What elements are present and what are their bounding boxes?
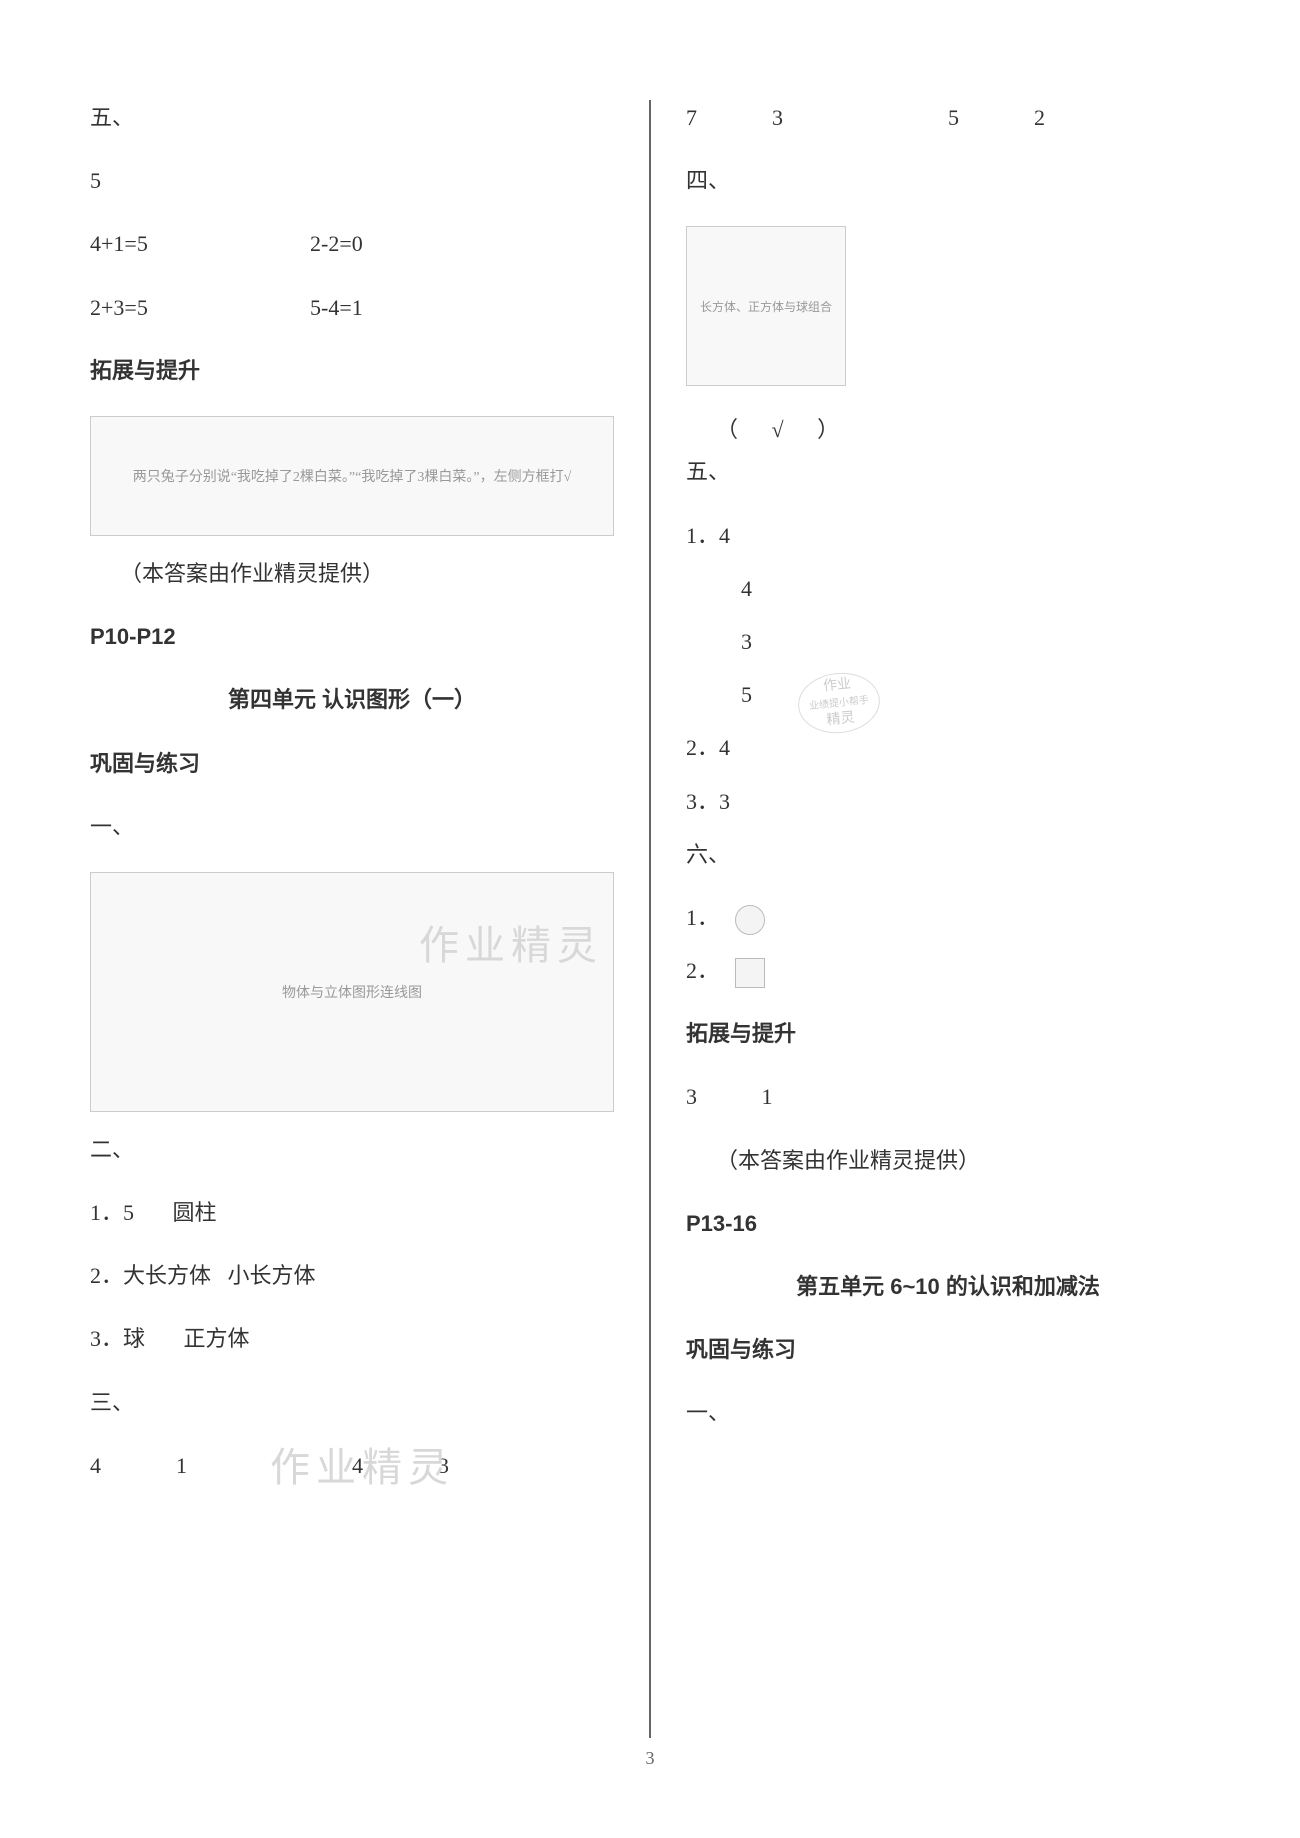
equation-row-1: 4+1=5 2-2=0 (90, 226, 614, 261)
section-4-heading: 四、 (686, 163, 1210, 198)
check-mark-paren: （ √ ） (686, 412, 853, 444)
image-alt-text: 长方体、正方体与球组合 (694, 292, 838, 321)
list-item: 2．4 (686, 730, 1210, 765)
equation-text: 2-2=0 (310, 226, 363, 261)
list-item: 1．4 (686, 518, 1210, 553)
sphere-icon (735, 905, 765, 935)
page-range-p13: P13-16 (686, 1206, 1210, 1241)
page-number: 3 (70, 1748, 1230, 1769)
credit-text: （本答案由作业精灵提供） (90, 556, 614, 591)
stamp-hint: 业绩提小帮手 (809, 694, 870, 711)
extension-numbers: 3 1 (686, 1079, 1210, 1114)
section-1-heading: 一、 (686, 1395, 1210, 1430)
stamp-line: 作业 (822, 676, 851, 694)
section-5-heading: 五、 (686, 454, 1210, 489)
section-6-heading: 六、 (686, 837, 1210, 872)
watermark-text: 作业精灵 (419, 913, 603, 971)
unit-5-title: 第五单元 6~10 的认识和加减法 (686, 1269, 1210, 1304)
practice-title: 巩固与练习 (90, 746, 614, 781)
number-value: 4 (90, 1448, 101, 1483)
image-alt-text: 两只兔子分别说“我吃掉了2棵白菜。”“我吃掉了3棵白菜。”，左侧方框打√ (125, 458, 580, 494)
equation-text: 5-4=1 (310, 290, 363, 325)
list-label: 1． (686, 905, 719, 930)
list-item: 1．5 圆柱 (90, 1195, 614, 1230)
list-item: 2． (686, 953, 1210, 988)
unit-4-title: 第四单元 认识图形（一） (90, 682, 614, 717)
page-range-p10: P10-P12 (90, 619, 614, 654)
number-value: 3 (686, 1079, 756, 1114)
cube-icon (735, 958, 765, 988)
extension-title: 拓展与提升 (90, 353, 614, 388)
rabbit-cabbage-image: 两只兔子分别说“我吃掉了2棵白菜。”“我吃掉了3棵白菜。”，左侧方框打√ (90, 416, 614, 536)
list-item: 2．大长方体 小长方体 (90, 1258, 614, 1293)
right-column: 7 3 5 2 四、 长方体、正方体与球组合 （ √ ） 五、 1．4 4 3 … (656, 100, 1230, 1738)
list-item: 3 (686, 624, 1210, 659)
top-number-row: 7 3 5 2 (686, 100, 1210, 135)
number-value: 3 (772, 100, 783, 135)
stamp-line: 精灵 (826, 710, 855, 728)
extension-title: 拓展与提升 (686, 1016, 1210, 1051)
equation-row-2: 2+3=5 5-4=1 (90, 290, 614, 325)
shape-matching-image: 物体与立体图形连线图 作业精灵 (90, 872, 614, 1112)
list-item: 1． (686, 900, 1210, 935)
list-item: 3．球 正方体 (90, 1321, 614, 1356)
left-column: 五、 5 4+1=5 2-2=0 2+3=5 5-4=1 拓展与提升 两只兔子分… (70, 100, 644, 1738)
image-alt-text: 物体与立体图形连线图 (282, 982, 422, 1002)
list-item: 4 (686, 571, 1210, 606)
page-columns: 五、 5 4+1=5 2-2=0 2+3=5 5-4=1 拓展与提升 两只兔子分… (70, 100, 1230, 1738)
equation-text: 4+1=5 (90, 226, 310, 261)
section-5-block: 1．4 4 3 5 2．4 3．3 作业 业绩提小帮手 精灵 (686, 518, 1210, 819)
number-value: 7 (686, 100, 697, 135)
section-3-heading: 三、 (90, 1385, 614, 1420)
number-value: 1 (176, 1448, 187, 1483)
number-value: 4 (352, 1448, 363, 1483)
section-2-heading: 二、 (90, 1132, 614, 1167)
number-value: 5 (948, 100, 959, 135)
number-value: 1 (762, 1084, 773, 1109)
section-5-heading: 五、 (90, 100, 614, 135)
list-label: 2． (686, 958, 719, 983)
practice-title: 巩固与练习 (686, 1332, 1210, 1367)
credit-text: （本答案由作业精灵提供） (686, 1143, 1210, 1178)
equation-text: 2+3=5 (90, 290, 310, 325)
number-value: 2 (1034, 100, 1045, 135)
section-5-value: 5 (90, 163, 614, 198)
shapes-correct-image: 长方体、正方体与球组合 (686, 226, 846, 386)
column-divider (649, 100, 651, 1738)
shapes-correct-image-wrap: 长方体、正方体与球组合 （ √ ） (686, 226, 1210, 444)
section-3-row: 4 1 4 3 作业精灵 (90, 1448, 614, 1483)
section-1-heading: 一、 (90, 809, 614, 844)
list-item: 5 (686, 677, 1210, 712)
list-item: 3．3 (686, 784, 1210, 819)
number-value: 3 (438, 1448, 449, 1483)
